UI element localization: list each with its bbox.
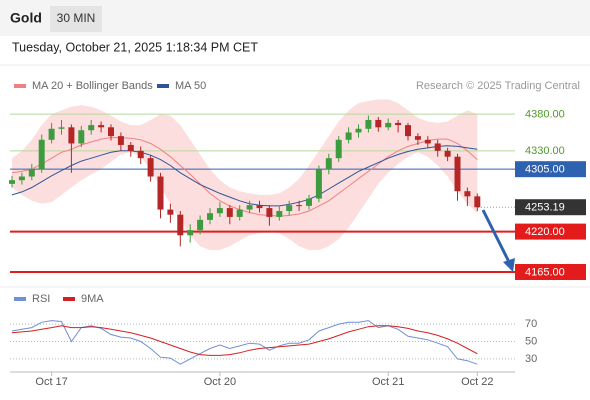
x-tick-label: Oct 17	[35, 376, 67, 388]
candle-body	[306, 198, 312, 206]
legend-label: MA 20 + Bollinger Bands	[32, 80, 153, 92]
y-tick-label: 50	[525, 335, 537, 347]
candle-body	[464, 191, 471, 197]
candle-body	[117, 136, 124, 145]
candle-body	[325, 158, 332, 170]
candle-body	[296, 205, 303, 207]
candle-body	[108, 127, 114, 137]
level-label: 4220.00	[525, 226, 565, 238]
legend-swatch	[63, 297, 75, 301]
forecast-arrow	[481, 209, 511, 263]
candle-body	[226, 208, 233, 217]
candle-body	[18, 176, 25, 181]
candle-body	[197, 219, 204, 231]
level-label: 4380.00	[525, 109, 565, 121]
candle-body	[236, 209, 243, 217]
candle-body	[444, 150, 451, 157]
legend-label: RSI	[32, 293, 50, 305]
candle-body	[474, 196, 481, 208]
level-label-box	[515, 223, 586, 240]
candle-body	[48, 128, 55, 140]
bollinger-band	[12, 99, 478, 250]
series-line	[11, 325, 478, 356]
y-tick-label: 70	[525, 318, 537, 330]
level-label: 4330.00	[525, 145, 565, 157]
candle-body	[147, 158, 154, 177]
candle-body	[414, 136, 421, 140]
candle-body	[286, 205, 293, 212]
interval: 30 MIN	[57, 11, 96, 25]
candle-body	[9, 180, 15, 184]
candle-body	[246, 205, 253, 210]
candle-body	[98, 125, 105, 128]
interval-badge	[50, 6, 102, 32]
candle-body	[385, 122, 392, 128]
instrument-title: Gold	[10, 10, 42, 26]
level-label: 4305.00	[525, 164, 565, 176]
candle-body	[38, 139, 45, 170]
candle-body	[454, 156, 461, 192]
candle-body	[405, 125, 411, 137]
legend-swatch	[14, 297, 26, 301]
source: Research © 2025 Trading Central	[416, 80, 580, 92]
candle-body	[157, 176, 164, 210]
x-tick-label: Oct 21	[372, 376, 404, 388]
candle-body	[137, 150, 144, 159]
candle-body	[375, 119, 382, 128]
level-label-box	[515, 263, 586, 280]
level-label-box	[515, 161, 586, 178]
candle-body	[424, 139, 431, 144]
candle-body	[276, 211, 283, 217]
candle-body	[256, 205, 263, 209]
x-tick-label: Oct 20	[204, 376, 236, 388]
candle-body	[365, 119, 372, 129]
level-label: 4253.19	[525, 202, 565, 214]
legend-swatch	[157, 84, 169, 88]
level-label-box	[515, 199, 586, 216]
candle-body	[315, 169, 322, 199]
moving-average	[11, 137, 478, 217]
moving-average	[11, 145, 478, 207]
x-tick-label: Oct 22	[461, 376, 493, 388]
candle-body	[167, 209, 174, 215]
candle-body	[207, 213, 213, 220]
datetime: Tuesday, October 21, 2025 1:18:34 PM CET	[12, 40, 258, 54]
candle-body	[216, 208, 223, 214]
y-tick-label: 30	[525, 353, 537, 365]
plot-layer: 4380.00 4330.00 4305.00 4253.19 4220.00 4165.…	[9, 80, 586, 388]
candle-body	[395, 122, 402, 126]
candle-body	[78, 130, 85, 144]
series-line	[11, 320, 478, 365]
candle-body	[177, 214, 184, 236]
candle-body	[58, 127, 65, 129]
candle-body	[434, 143, 441, 151]
candle-body	[187, 230, 194, 236]
forecast-arrowhead	[503, 258, 515, 272]
legend-label: MA 50	[175, 80, 206, 92]
candle-body	[345, 132, 352, 140]
legend-label: 9MA	[81, 293, 104, 305]
candle-body	[28, 169, 35, 177]
candle-body	[88, 125, 95, 131]
candle-body	[127, 144, 134, 151]
candle-body	[335, 139, 342, 159]
candle-body	[266, 208, 273, 217]
candle-body	[68, 127, 75, 144]
candle-body	[355, 128, 362, 133]
level-label: 4165.00	[525, 266, 565, 278]
legend-swatch	[14, 84, 26, 88]
